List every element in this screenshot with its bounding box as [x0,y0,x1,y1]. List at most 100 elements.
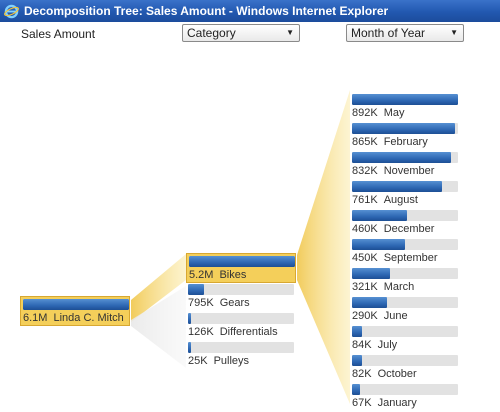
node-bar [352,210,458,221]
node-label: 126K Differentials [188,326,294,338]
node-bar [352,123,458,134]
node-label: 5.2M Bikes [189,269,295,281]
category-dropdown-value: Category [187,26,236,40]
node-bar [189,256,295,267]
tree-node-root[interactable]: 6.1M Linda C. Mitch [20,296,130,326]
node-name: June [383,310,408,322]
node-name: March [383,281,415,293]
node-bar [352,181,458,192]
tree-node-month[interactable]: 321K March [350,266,460,296]
node-name: January [377,397,417,409]
node-bar-fill [352,239,405,250]
node-label: 460K December [352,223,458,235]
node-bar-fill [189,256,295,267]
node-value: 67K [352,397,372,409]
node-value: 126K [188,326,214,338]
measure-label: Sales Amount [21,27,96,41]
node-name: September [383,252,438,264]
category-dropdown[interactable]: Category ▼ [182,24,300,42]
node-label: 832K November [352,165,458,177]
node-bar-fill [352,210,408,221]
tree-node-month[interactable]: 761K August [350,179,460,209]
chevron-down-icon: ▼ [286,28,294,37]
node-label: 892K May [352,107,458,119]
node-bar-fill [188,342,192,353]
node-label: 795K Gears [188,297,294,309]
node-value: 84K [352,339,372,351]
node-bar [352,355,458,366]
node-value: 25K [188,355,208,367]
title-bar: Decomposition Tree: Sales Amount - Windo… [0,0,500,22]
tree-node-category[interactable]: 126K Differentials [186,311,296,341]
tree-node-month[interactable]: 67K January [350,382,460,412]
tree-node-month[interactable]: 865K February [350,121,460,151]
node-value: 761K [352,194,378,206]
node-name: Differentials [219,326,278,338]
month-dropdown-value: Month of Year [351,26,426,40]
tree-node-month[interactable]: 84K July [350,324,460,354]
node-value: 5.2M [189,269,214,281]
tree-node-month[interactable]: 82K October [350,353,460,383]
month-dropdown[interactable]: Month of Year ▼ [346,24,464,42]
node-bar-fill [188,284,204,295]
node-bar [352,268,458,279]
node-name: May [383,107,405,119]
node-bar-fill [23,299,129,310]
window-title: Decomposition Tree: Sales Amount - Windo… [24,4,389,18]
node-label: 84K July [352,339,458,351]
node-value: 460K [352,223,378,235]
tree-node-month[interactable]: 460K December [350,208,460,238]
node-name: Pulleys [213,355,250,367]
tree-node-month[interactable]: 290K June [350,295,460,325]
chevron-down-icon: ▼ [450,28,458,37]
node-value: 832K [352,165,378,177]
tree-node-month[interactable]: 832K November [350,150,460,180]
node-bar [23,299,129,310]
node-bar [188,313,294,324]
node-label: 6.1M Linda C. Mitch [23,312,129,324]
node-bar-fill [352,326,362,337]
root-connector-minor [131,286,186,368]
node-name: Linda C. Mitch [53,312,124,324]
node-label: 321K March [352,281,458,293]
tree-node-category[interactable]: 795K Gears [186,282,296,312]
node-name: August [383,194,418,206]
node-value: 321K [352,281,378,293]
node-bar [352,384,458,395]
node-name: October [377,368,417,380]
node-label: 865K February [352,136,458,148]
node-label: 450K September [352,252,458,264]
node-bar [188,284,294,295]
node-value: 865K [352,136,378,148]
node-name: February [383,136,428,148]
node-label: 82K October [352,368,458,380]
node-name: November [383,165,435,177]
node-value: 795K [188,297,214,309]
node-bar-fill [352,384,361,395]
node-label: 25K Pulleys [188,355,294,367]
node-name: July [377,339,398,351]
node-bar-fill [352,94,458,105]
node-label: 761K August [352,194,458,206]
tree-node-category[interactable]: 25K Pulleys [186,340,296,370]
node-bar [188,342,294,353]
node-value: 450K [352,252,378,264]
node-value: 6.1M [23,312,48,324]
root-connector [131,254,186,322]
node-label: 290K June [352,310,458,322]
node-label: 67K January [352,397,458,409]
tree-node-month[interactable]: 892K May [350,92,460,122]
node-bar-fill [352,123,455,134]
tree-node-month[interactable]: 450K September [350,237,460,267]
node-value: 290K [352,310,378,322]
node-name: December [383,223,435,235]
node-bar [352,239,458,250]
node-bar-fill [352,181,443,192]
node-bar-fill [188,313,192,324]
node-bar [352,326,458,337]
tree-node-category[interactable]: 5.2M Bikes [186,253,296,283]
node-value: 82K [352,368,372,380]
node-bar-fill [352,152,451,163]
bikes-connector [297,90,350,404]
